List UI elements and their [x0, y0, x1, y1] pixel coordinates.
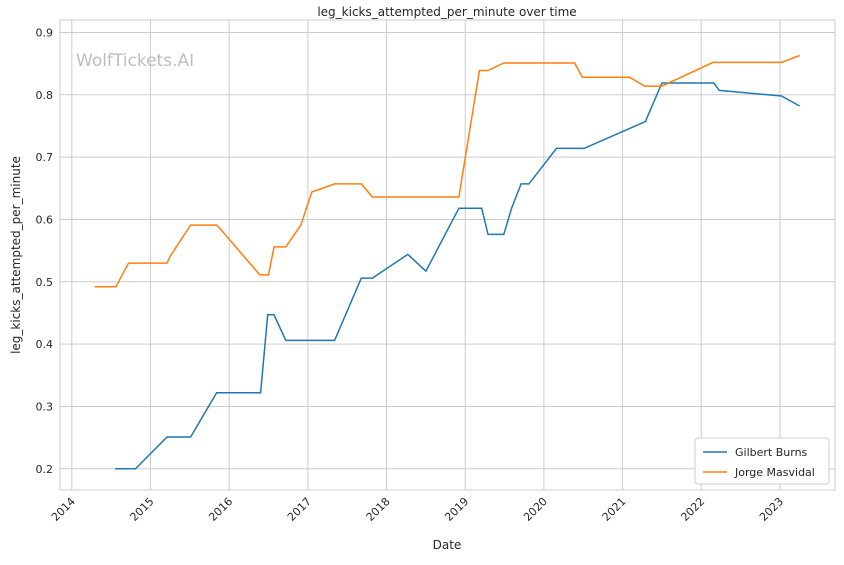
series-line-gilbert-burns	[115, 82, 800, 470]
plot-frame	[59, 19, 836, 491]
y-tick-label: 0.3	[36, 400, 54, 413]
legend-label-masvidal: Jorge Masvidal	[734, 466, 815, 479]
ticks: 2014 2015 2016 2017 2018 2019 2020 2021 2022 2023…	[36, 26, 787, 523]
y-tick-label: 0.8	[36, 89, 54, 102]
x-axis-label: Date	[433, 538, 462, 552]
watermark: WolfTickets.AI	[76, 51, 194, 71]
series-lines	[94, 54, 800, 470]
y-tick-label: 0.5	[36, 276, 54, 289]
chart-title: leg_kicks_attempted_per_minute over time	[317, 5, 576, 19]
series-line-jorge-masvidal	[94, 54, 800, 288]
grid	[60, 20, 835, 490]
y-tick-label: 0.6	[36, 213, 54, 226]
legend: Gilbert Burns Jorge Masvidal	[694, 437, 830, 485]
legend-label-burns: Gilbert Burns	[735, 446, 808, 459]
x-tick-label: 2018	[364, 495, 393, 524]
y-tick-label: 0.9	[36, 26, 54, 39]
x-tick-label: 2022	[678, 495, 707, 524]
y-tick-label: 0.7	[36, 151, 54, 164]
x-tick-label: 2020	[521, 495, 550, 524]
x-tick-label: 2017	[285, 495, 314, 524]
y-axis-label: leg_kicks_attempted_per_minute	[9, 156, 23, 354]
x-tick-label: 2014	[49, 495, 78, 524]
x-tick-label: 2015	[128, 495, 157, 524]
x-tick-label: 2021	[600, 495, 629, 524]
y-tick-label: 0.2	[36, 463, 54, 476]
x-tick-label: 2019	[442, 495, 471, 524]
x-tick-label: 2016	[206, 495, 235, 524]
x-tick-label: 2023	[757, 495, 786, 524]
y-tick-label: 0.4	[36, 338, 54, 351]
